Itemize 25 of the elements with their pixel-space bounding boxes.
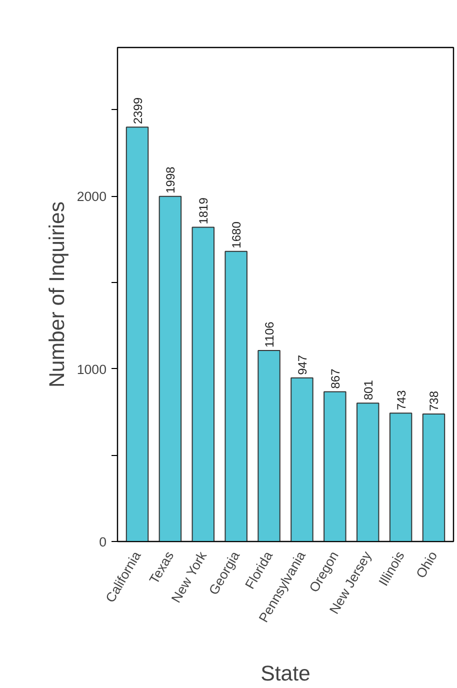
data-label: 738: [427, 390, 442, 412]
data-label: 2399: [130, 97, 145, 124]
x-axis-title: State: [260, 662, 310, 686]
data-label: 947: [295, 354, 310, 375]
bar: [158, 196, 182, 542]
data-label: 743: [394, 390, 408, 410]
y-tick-label: 0: [99, 534, 107, 550]
y-axis-title: Number of Inquiries: [44, 201, 69, 388]
y-tick-label: 2000: [76, 189, 107, 204]
bar: [324, 391, 346, 542]
bar: [224, 250, 248, 542]
bar: [356, 402, 380, 542]
data-label: 1106: [262, 321, 277, 348]
bar: [258, 350, 280, 542]
data-label: 801: [361, 380, 376, 400]
data-label: 867: [328, 368, 342, 389]
y-tick-label: 1000: [76, 362, 107, 377]
bar: [389, 412, 412, 542]
data-label: 1819: [196, 197, 211, 224]
data-label: 1680: [230, 221, 244, 248]
bar: [192, 226, 215, 542]
data-label: 1998: [164, 166, 178, 194]
bar: [290, 377, 314, 542]
bar: [422, 414, 446, 542]
bar: [126, 126, 149, 542]
